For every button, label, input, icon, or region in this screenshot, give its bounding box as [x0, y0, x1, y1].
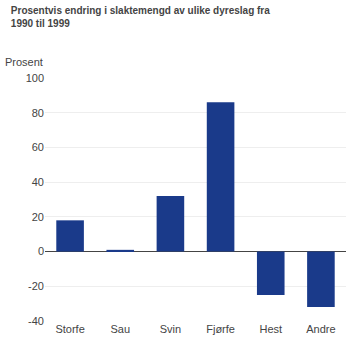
- svg-text:100: 100: [26, 72, 44, 84]
- svg-text:Prosent: Prosent: [5, 56, 43, 68]
- svg-text:-40: -40: [28, 315, 44, 327]
- svg-text:40: 40: [32, 176, 44, 188]
- svg-text:80: 80: [32, 107, 44, 119]
- svg-text:Andre: Andre: [306, 323, 335, 335]
- svg-text:Storfe: Storfe: [55, 323, 84, 335]
- svg-text:60: 60: [32, 141, 44, 153]
- svg-text:Hest: Hest: [259, 323, 282, 335]
- svg-text:0: 0: [38, 245, 44, 257]
- svg-text:Fjørfe: Fjørfe: [206, 323, 235, 335]
- svg-text:-20: -20: [28, 280, 44, 292]
- svg-text:20: 20: [32, 211, 44, 223]
- svg-text:Svin: Svin: [160, 323, 181, 335]
- svg-text:Prosentvis endring i slaktemen: Prosentvis endring i slaktemengd av ulik…: [11, 5, 270, 29]
- svg-text:Sau: Sau: [110, 323, 130, 335]
